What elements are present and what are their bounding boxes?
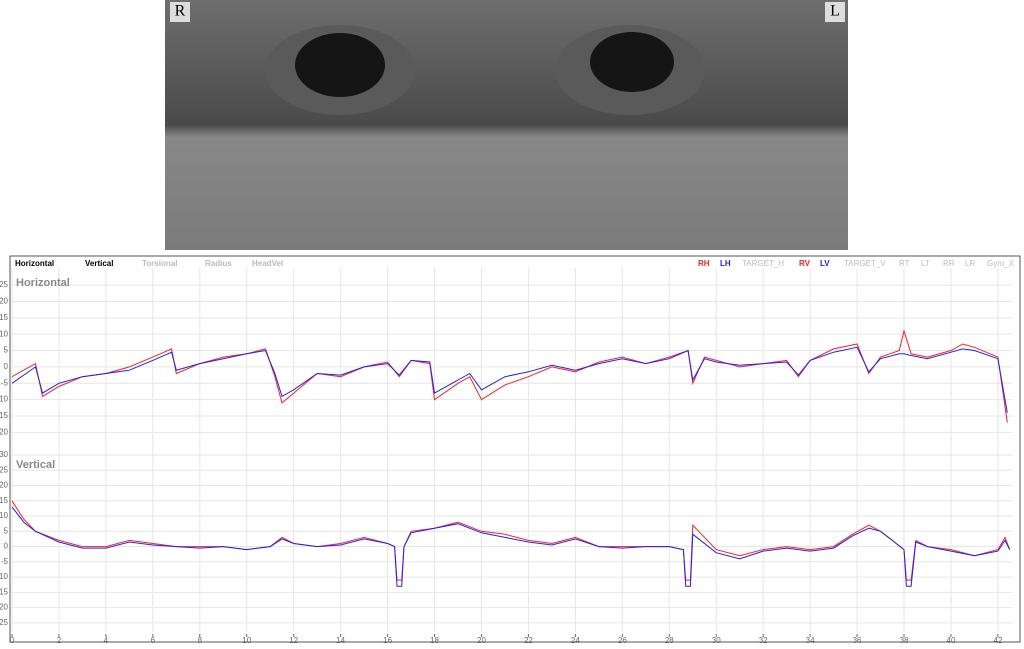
x-tick-label: 10	[242, 636, 251, 644]
right-pupil	[295, 33, 385, 97]
legend-entry[interactable]: TARGET_V	[844, 259, 886, 268]
y-tick-label: 0	[4, 542, 9, 551]
tab[interactable]: Vertical	[85, 259, 113, 268]
y-tick-label: 5	[4, 526, 9, 535]
y-tick-label: 25	[0, 280, 9, 289]
x-tick-label: 42	[993, 636, 1002, 644]
x-tick-label: 12	[289, 636, 298, 644]
chart-title: Horizontal	[16, 277, 70, 289]
y-tick-label: -20	[0, 427, 9, 436]
y-tick-label: 10	[0, 511, 9, 520]
x-tick-label: 32	[759, 636, 768, 644]
legend-entry[interactable]: RV	[799, 259, 811, 268]
x-tick-label: 8	[198, 636, 203, 644]
y-tick-label: 0	[4, 362, 9, 371]
y-tick-label: -5	[1, 378, 9, 387]
x-tick-label: 36	[853, 636, 862, 644]
y-tick-label: -10	[0, 572, 9, 581]
y-tick-label: 30	[0, 450, 9, 459]
x-tick-label: 16	[383, 636, 392, 644]
y-tick-label: -10	[0, 395, 9, 404]
x-tick-label: 30	[712, 636, 721, 644]
tab[interactable]: HeadVel	[252, 259, 283, 268]
right-label: R	[175, 3, 186, 20]
y-tick-label: 15	[0, 496, 9, 505]
y-tick-label: 25	[0, 465, 9, 474]
legend-entry[interactable]: LV	[820, 259, 830, 268]
y-tick-label: -5	[1, 557, 9, 566]
label-box	[170, 2, 190, 22]
legend-entry[interactable]: LH	[720, 259, 731, 268]
x-tick-label: 22	[524, 636, 533, 644]
y-tick-label: -15	[0, 587, 9, 596]
x-tick-label: 20	[477, 636, 486, 644]
y-tick-label: -20	[0, 603, 9, 612]
legend-entry[interactable]: LT	[921, 259, 930, 268]
legend-entry[interactable]: LR	[965, 259, 975, 268]
x-tick-label: 28	[665, 636, 674, 644]
y-tick-label: 20	[0, 481, 9, 490]
x-tick-label: 18	[430, 636, 439, 644]
legend-entry[interactable]: RR	[943, 259, 955, 268]
tab[interactable]: Radius	[205, 259, 232, 268]
eye-video: R L	[165, 0, 848, 250]
label-box	[825, 2, 845, 22]
legend-entry[interactable]: RH	[698, 259, 710, 268]
left-pupil	[590, 32, 674, 92]
x-tick-label: 40	[947, 636, 956, 644]
legend-entry[interactable]: RT	[899, 259, 910, 268]
y-tick-label: 5	[4, 346, 9, 355]
legend-entry[interactable]: Gyro_X	[987, 259, 1015, 268]
x-tick-label: 38	[900, 636, 909, 644]
legend-entry[interactable]: TARGET_H	[742, 259, 784, 268]
y-tick-label: 15	[0, 313, 9, 322]
x-tick-label: 24	[571, 636, 580, 644]
x-tick-label: 0	[10, 636, 15, 644]
x-tick-label: 26	[618, 636, 627, 644]
chart-title: Vertical	[16, 459, 55, 471]
trace	[11, 346, 1008, 413]
trace	[11, 506, 1011, 587]
x-tick-label: 14	[336, 636, 345, 644]
y-tick-label: 10	[0, 329, 9, 338]
tab[interactable]: Torsional	[142, 259, 177, 268]
left-label: L	[830, 3, 840, 20]
x-tick-label: 2	[57, 636, 62, 644]
video-frame	[165, 0, 848, 250]
y-tick-label: -15	[0, 411, 9, 420]
plot-panel	[9, 255, 1021, 643]
x-tick-label: 4	[104, 636, 109, 644]
tab[interactable]: Horizontal	[15, 259, 54, 268]
x-tick-label: 6	[151, 636, 156, 644]
x-tick-label: 34	[806, 636, 815, 644]
y-tick-label: -25	[0, 618, 9, 627]
y-tick-label: 20	[0, 297, 9, 306]
